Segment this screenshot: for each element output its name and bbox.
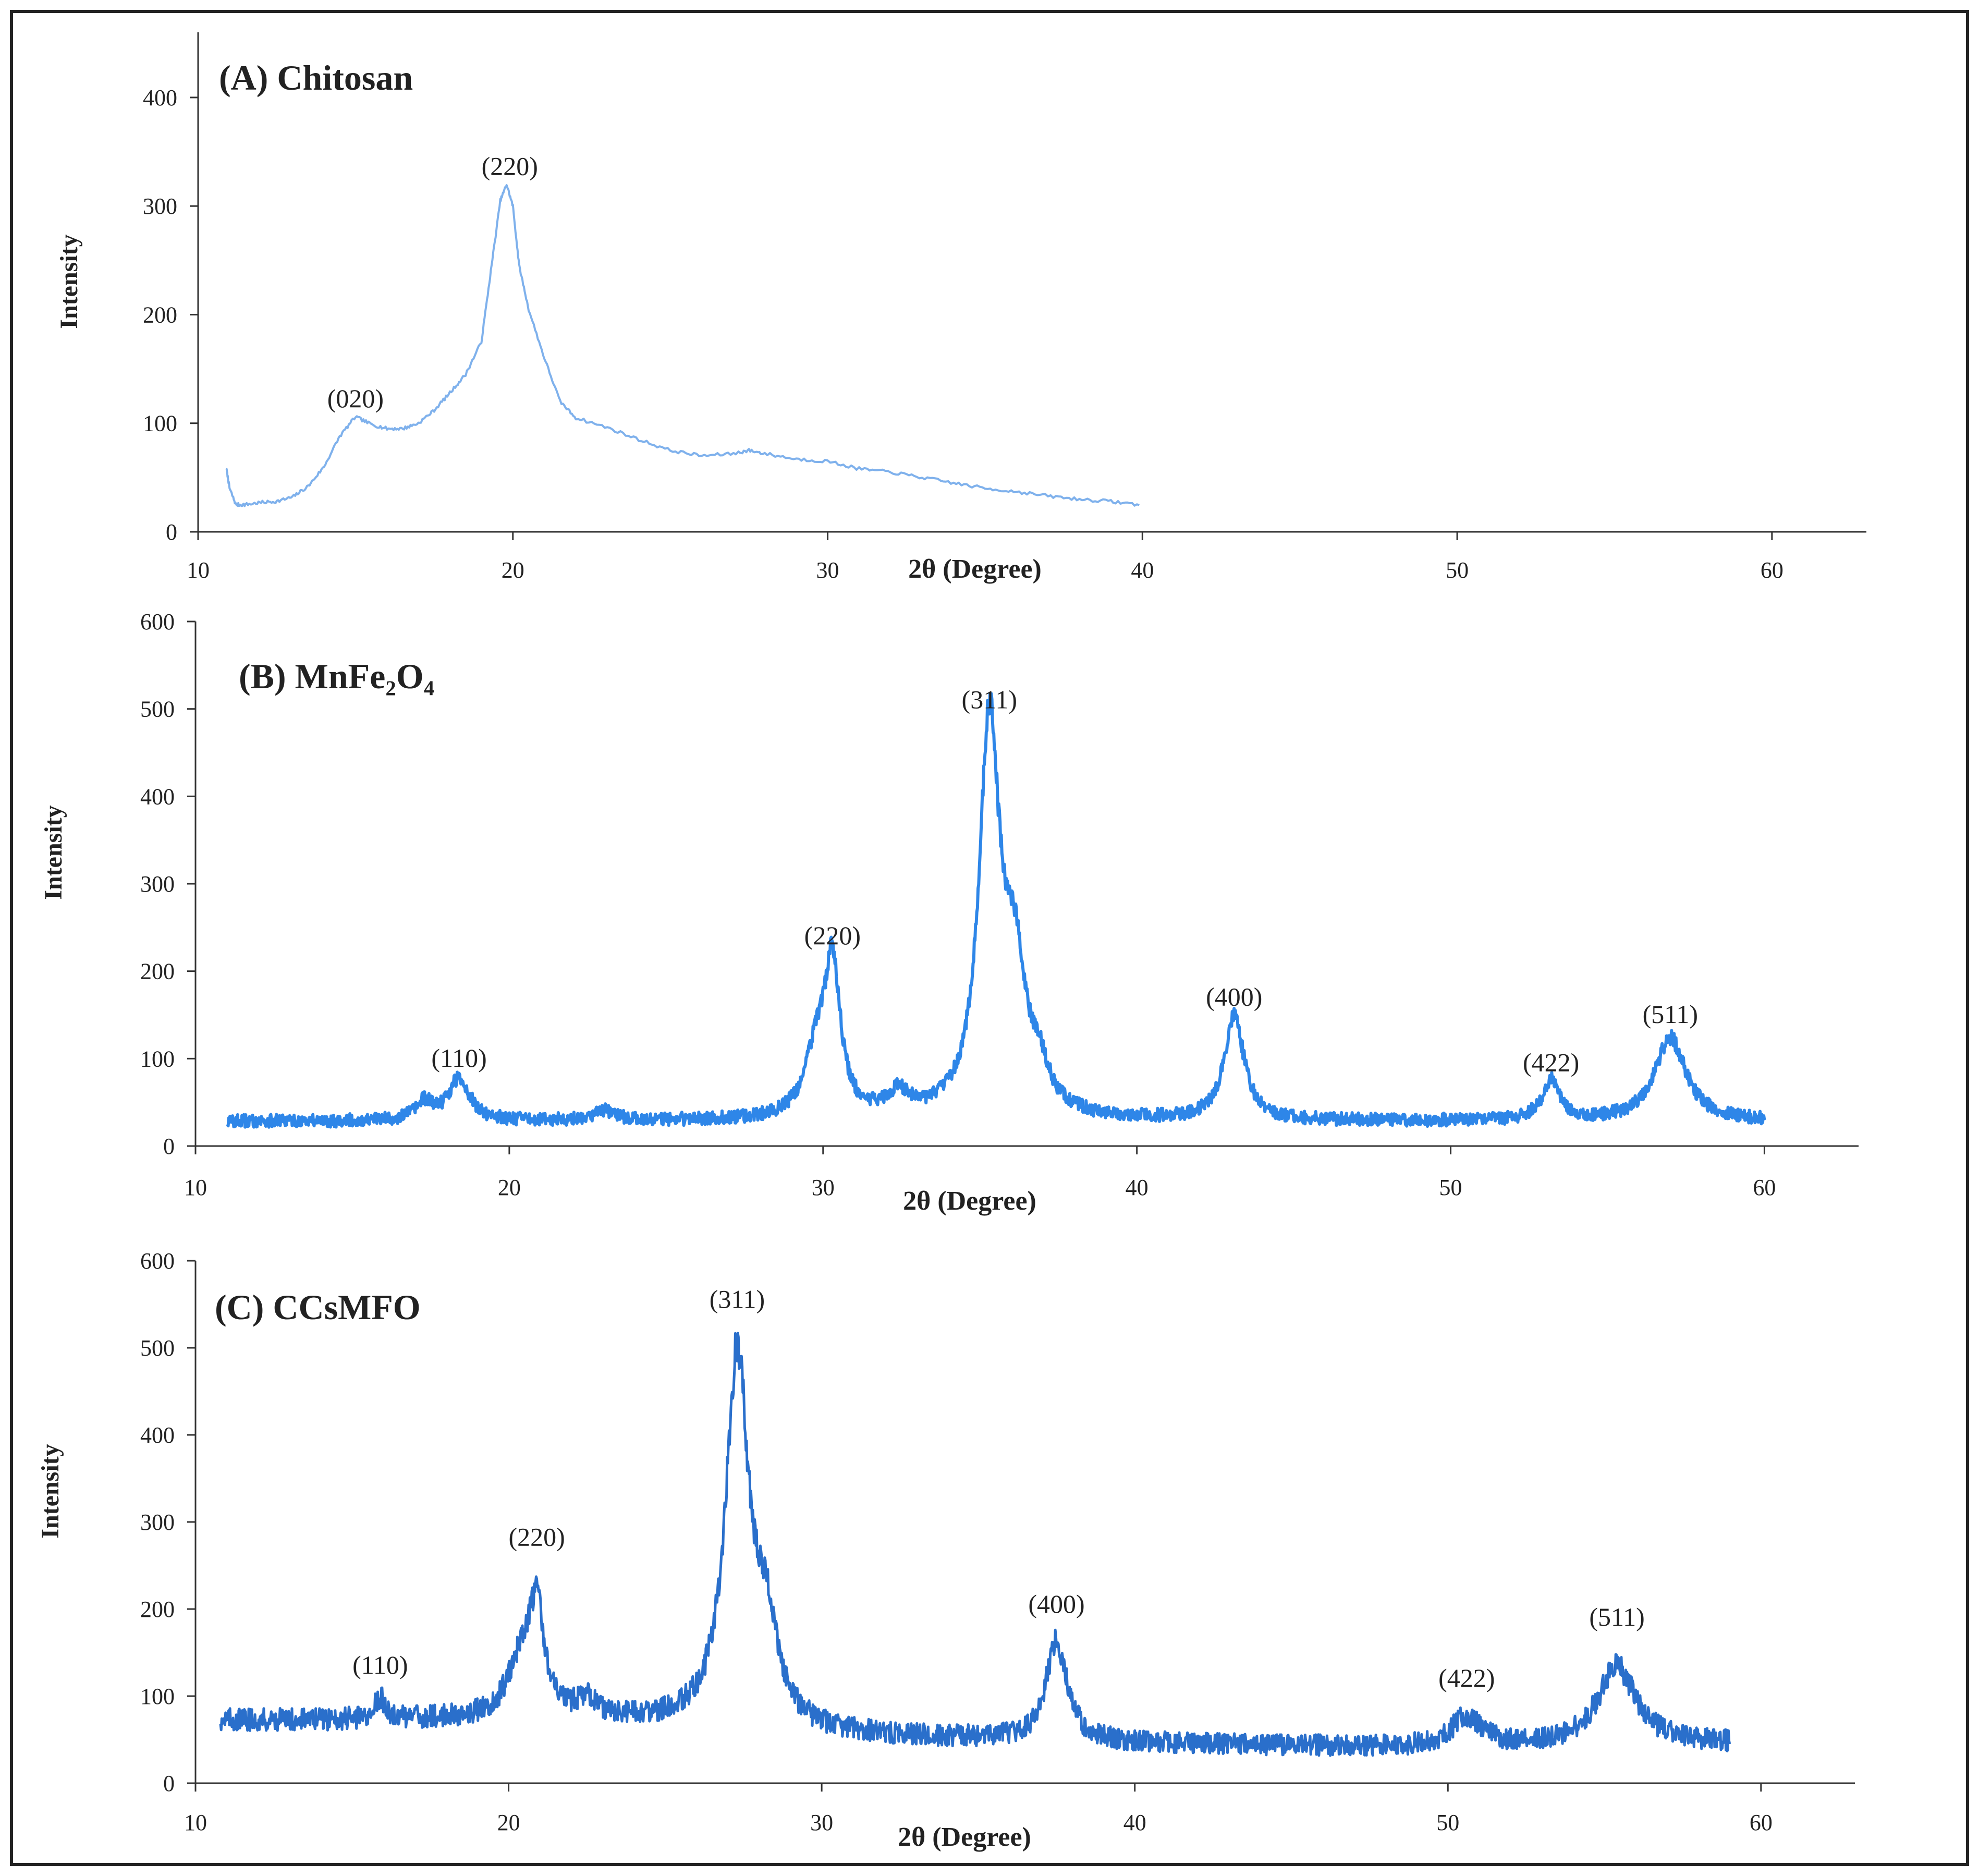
panel-a-title: (A) Chitosan bbox=[219, 58, 413, 98]
y-tick-label: 400 bbox=[140, 784, 175, 809]
y-tick-label: 300 bbox=[140, 1509, 175, 1535]
panel-c-x-axis-label: 2θ (Degree) bbox=[898, 1822, 1031, 1852]
figure-frame bbox=[10, 10, 1969, 1866]
x-tick-label: 20 bbox=[502, 557, 524, 583]
y-tick-label: 0 bbox=[166, 519, 177, 545]
panel-a-chitosan-chart: (A) Chitosan Intensity 2θ (Degree) 0 100 2… bbox=[55, 32, 1866, 584]
x-tick-label: 50 bbox=[1436, 1810, 1459, 1835]
x-tick-label: 10 bbox=[184, 1810, 207, 1835]
x-tick-label: 60 bbox=[1753, 1175, 1776, 1200]
peak-label: (422) bbox=[1523, 1047, 1579, 1077]
peak-label: (220) bbox=[804, 921, 861, 950]
y-tick-label: 200 bbox=[143, 302, 177, 327]
y-tick-label: 400 bbox=[143, 85, 177, 111]
peak-label: (400) bbox=[1028, 1589, 1084, 1618]
panel-c-y-axis-label: Intensity bbox=[36, 1444, 64, 1538]
x-tick-label: 60 bbox=[1761, 557, 1783, 583]
panel-c-ccsmfo-chart: (C) CCsMFO Intensity 2θ (Degree) 0 100 200… bbox=[36, 1248, 1855, 1852]
panel-b-mnfe2o4-chart: (B) MnFe₂O₄ Intensity 2θ (Degree) 0 100 20… bbox=[40, 609, 1859, 1216]
panel-b-y-axis-label: Intensity bbox=[40, 805, 67, 899]
y-tick-label: 100 bbox=[140, 1684, 175, 1709]
peak-label: (311) bbox=[710, 1285, 765, 1314]
y-tick-label: 0 bbox=[163, 1134, 175, 1159]
x-tick-label: 50 bbox=[1439, 1175, 1462, 1200]
panel-a-y-axis-label: Intensity bbox=[55, 234, 83, 328]
x-tick-label: 30 bbox=[812, 1175, 835, 1200]
x-tick-label: 20 bbox=[498, 1175, 521, 1200]
x-tick-label: 10 bbox=[187, 557, 210, 583]
y-tick-label: 200 bbox=[140, 1597, 175, 1622]
y-tick-label: 200 bbox=[140, 959, 175, 984]
x-tick-label: 50 bbox=[1446, 557, 1469, 583]
y-tick-label: 0 bbox=[163, 1771, 175, 1796]
panel-b-title: (B) MnFe₂O₄ bbox=[239, 656, 434, 696]
y-tick-label: 400 bbox=[140, 1422, 175, 1448]
series-line-0 bbox=[225, 184, 1140, 507]
series-line-2 bbox=[219, 1332, 1731, 1757]
x-tick-label: 10 bbox=[184, 1175, 207, 1200]
peak-label: (220) bbox=[482, 152, 538, 181]
y-tick-label: 500 bbox=[140, 1335, 175, 1361]
peak-label: (110) bbox=[352, 1650, 408, 1679]
y-tick-label: 600 bbox=[140, 609, 175, 635]
x-tick-label: 30 bbox=[810, 1810, 833, 1835]
x-tick-label: 40 bbox=[1131, 557, 1154, 583]
peak-label: (311) bbox=[962, 685, 1017, 714]
y-tick-label: 500 bbox=[140, 697, 175, 722]
x-tick-label: 40 bbox=[1123, 1810, 1146, 1835]
peak-label: (400) bbox=[1206, 982, 1262, 1012]
y-tick-label: 300 bbox=[143, 193, 177, 219]
series-line-1 bbox=[226, 691, 1766, 1129]
panel-a-x-axis-label: 2θ (Degree) bbox=[908, 554, 1042, 584]
peak-label: (511) bbox=[1589, 1602, 1644, 1631]
y-tick-label: 300 bbox=[140, 871, 175, 897]
x-tick-label: 20 bbox=[497, 1810, 520, 1835]
peak-label: (020) bbox=[327, 384, 384, 413]
peak-label: (110) bbox=[431, 1043, 486, 1073]
y-tick-label: 100 bbox=[140, 1046, 175, 1071]
panel-c-title: (C) CCsMFO bbox=[215, 1287, 421, 1327]
x-tick-label: 60 bbox=[1750, 1810, 1773, 1835]
peak-label: (422) bbox=[1438, 1663, 1495, 1692]
x-tick-label: 30 bbox=[816, 557, 839, 583]
peak-label: (220) bbox=[508, 1522, 565, 1551]
peak-label: (511) bbox=[1643, 1000, 1698, 1029]
x-tick-label: 40 bbox=[1126, 1175, 1149, 1200]
y-tick-label: 600 bbox=[140, 1248, 175, 1274]
y-tick-label: 100 bbox=[143, 411, 177, 436]
panel-b-x-axis-label: 2θ (Degree) bbox=[903, 1186, 1036, 1216]
